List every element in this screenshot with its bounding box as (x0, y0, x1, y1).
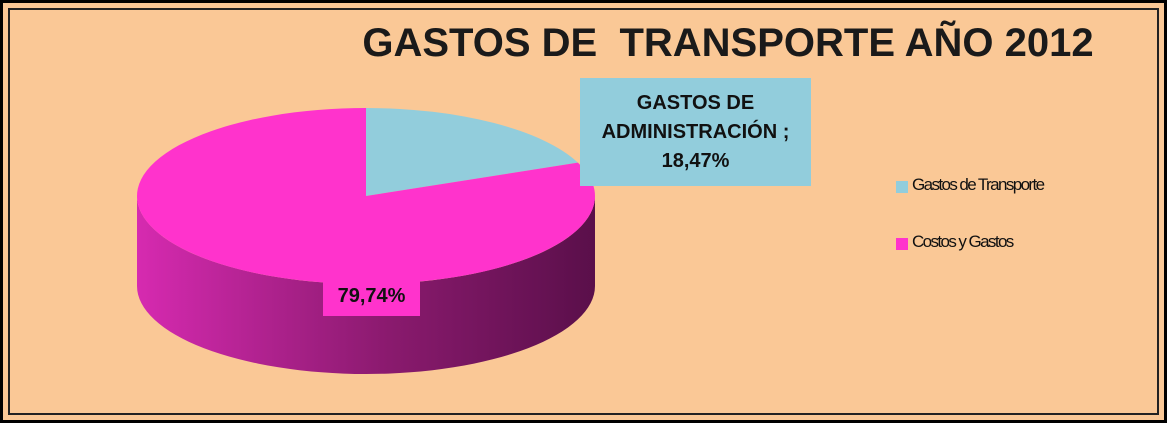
legend-label: Gastos de Transporte (912, 175, 1045, 194)
data-label: GASTOS DE ADMINISTRACIÓN ; 18,47% (580, 78, 811, 186)
data-label: 79,74% (323, 277, 420, 316)
slice (137, 108, 596, 285)
slice (366, 108, 578, 196)
chart-title: GASTOS DE TRANSPORTE AÑO 2012 (362, 21, 1094, 65)
legend-swatch (896, 238, 908, 250)
plot-frame (8, 8, 1159, 415)
legend-swatch (896, 181, 908, 193)
legend-label: Costos y Gastos (912, 232, 1014, 251)
